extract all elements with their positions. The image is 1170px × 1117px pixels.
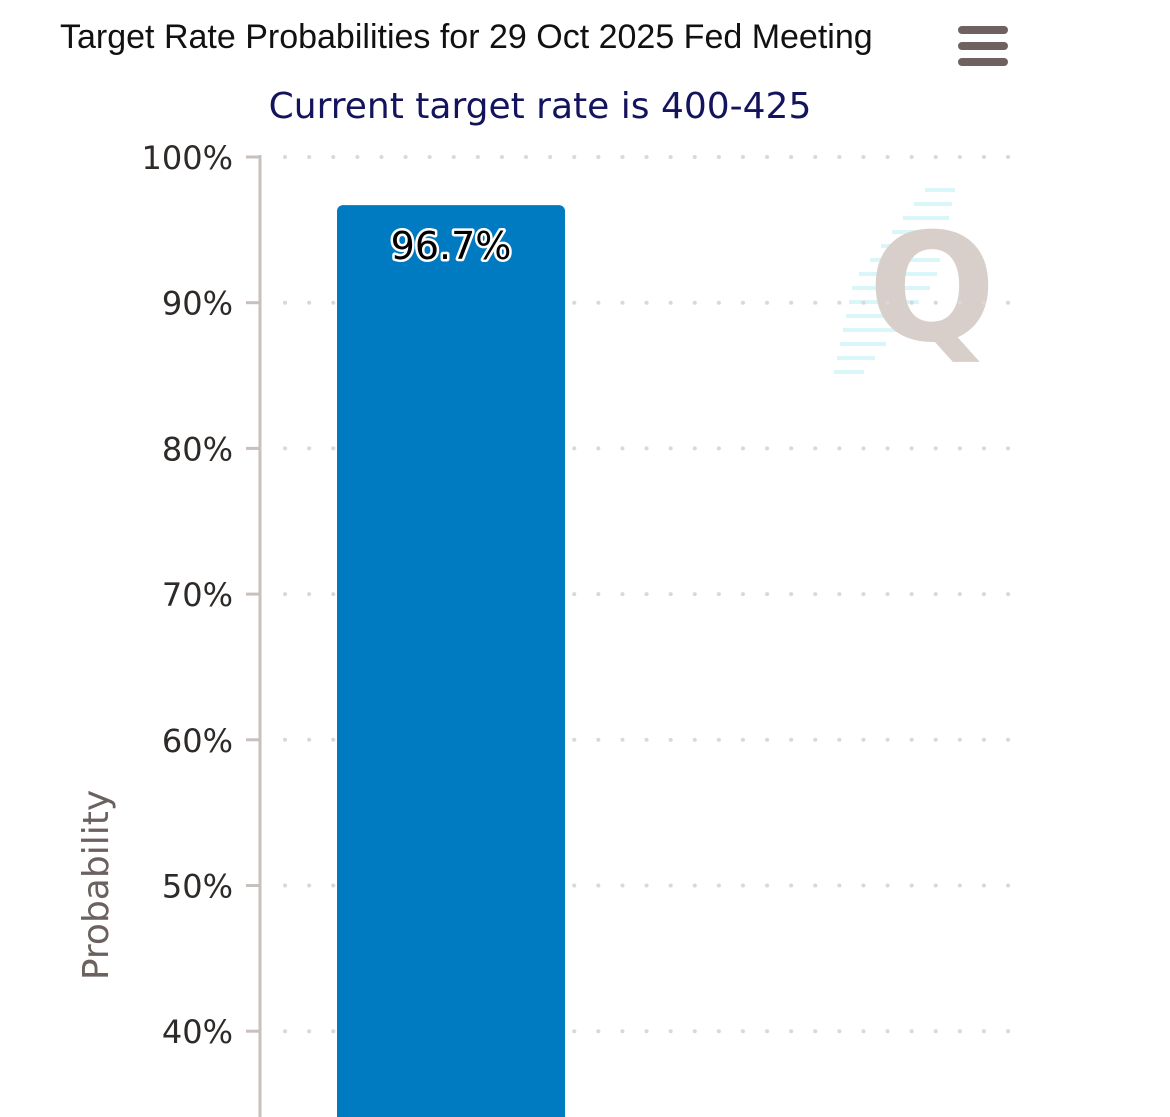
data-label: 96.7% [391,224,512,268]
y-tick-label: 50% [162,868,233,906]
y-tick-label: 100% [142,139,233,177]
hamburger-menu-icon [958,58,1008,66]
y-tick-label: 70% [162,576,233,614]
y-tick-label: 40% [162,1013,233,1051]
y-tick-label: 90% [162,285,233,323]
data-labels: 96.7% [388,222,514,271]
hamburger-menu-icon [958,42,1008,50]
y-axis-ticks: 40% 50% 60% 70% 80% 90% 100% [142,139,260,1051]
watermark-letter: Q [868,202,996,376]
y-axis-label: Probability [76,790,117,980]
y-tick-label: 60% [162,722,233,760]
y-tick-label: 80% [162,430,233,468]
hamburger-menu-icon [958,26,1008,34]
watermark-logo: Q [834,188,996,376]
chart-title: Target Rate Probabilities for 29 Oct 202… [60,18,873,56]
bars [337,205,565,1117]
chart-menu-button[interactable] [950,22,1014,70]
bar[interactable] [337,205,565,1117]
chart-subtitle: Current target rate is 400-425 [268,86,812,127]
